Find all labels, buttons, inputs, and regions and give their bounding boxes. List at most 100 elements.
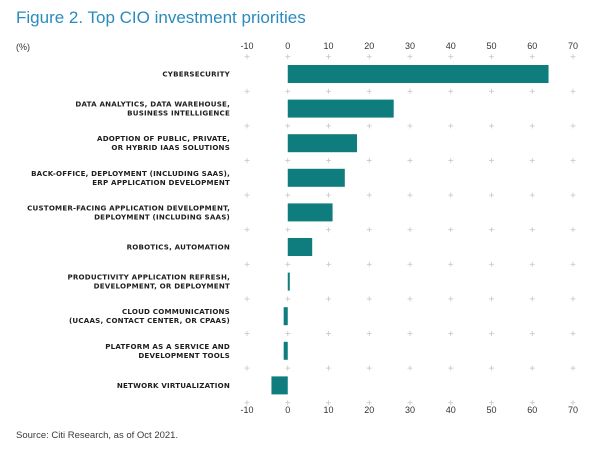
grid-plus-marker bbox=[326, 227, 331, 233]
grid-plus-marker bbox=[366, 158, 372, 163]
x-tick-label-bottom: 40 bbox=[446, 405, 456, 415]
x-tick-label-top: 70 bbox=[568, 41, 578, 51]
grid-plus-marker bbox=[326, 88, 331, 94]
grid-plus-marker bbox=[489, 296, 494, 302]
grid-plus-marker bbox=[326, 158, 331, 163]
grid-plus-marker bbox=[529, 296, 535, 302]
grid-plus-marker bbox=[407, 365, 413, 371]
grid-plus-marker bbox=[570, 123, 576, 129]
grid-plus-marker bbox=[570, 88, 576, 94]
grid-plus-marker bbox=[529, 54, 535, 60]
grid-plus-marker bbox=[366, 227, 372, 233]
grid-plus-marker bbox=[285, 88, 291, 94]
grid-plus-marker bbox=[326, 296, 331, 302]
grid-plus-marker bbox=[529, 192, 535, 198]
grid-plus-marker bbox=[244, 88, 250, 94]
grid-plus-marker bbox=[366, 331, 372, 336]
grid-plus-marker bbox=[285, 365, 291, 371]
grid-plus-marker bbox=[407, 261, 413, 267]
x-tick-label-top: -10 bbox=[240, 41, 253, 51]
bar bbox=[287, 238, 313, 256]
bar bbox=[287, 65, 549, 83]
bar bbox=[287, 203, 333, 222]
grid-plus-marker bbox=[285, 331, 291, 336]
grid-plus-marker bbox=[407, 54, 413, 60]
category-label: ROBOTICS, AUTOMATION bbox=[127, 243, 230, 252]
category-label: CLOUD COMMUNICATIONS (UCAAS, CONTACT CENT… bbox=[69, 307, 230, 325]
grid-plus-marker bbox=[366, 88, 372, 94]
x-tick-label-bottom: 20 bbox=[364, 405, 374, 415]
grid-plus-marker bbox=[489, 227, 494, 233]
category-label: CUSTOMER-FACING APPLICATION DEVELOPMENT,… bbox=[27, 203, 230, 221]
bars bbox=[271, 65, 549, 395]
x-tick-label-bottom: 30 bbox=[405, 405, 415, 415]
grid-plus-marker bbox=[326, 365, 331, 371]
grid-plus-marker bbox=[285, 123, 291, 129]
bar bbox=[287, 168, 345, 187]
grid-plus-marker bbox=[244, 227, 250, 233]
grid-plus-marker bbox=[326, 400, 331, 406]
category-label: ADOPTION OF PUBLIC, PRIVATE, OR HYBRID IA… bbox=[97, 134, 230, 152]
grid-plus-marker bbox=[244, 296, 250, 302]
grid-plus-marker bbox=[366, 261, 372, 267]
grid-plus-marker bbox=[448, 296, 454, 302]
grid-plus-marker bbox=[448, 123, 454, 129]
grid-plus-marker bbox=[244, 331, 250, 336]
grid-plus-marker bbox=[366, 365, 372, 371]
grid-plus-marker bbox=[285, 54, 291, 60]
grid-plus-marker bbox=[244, 192, 250, 198]
grid-plus-marker bbox=[448, 54, 454, 60]
grid-plus-marker bbox=[570, 331, 576, 336]
category-label: PRODUCTIVITY APPLICATION REFRESH, DEVELOP… bbox=[67, 273, 230, 291]
grid-plus-marker bbox=[448, 88, 454, 94]
category-label: PLATFORM AS A SERVICE AND DEVELOPMENT TOO… bbox=[105, 342, 230, 360]
grid-plus-marker bbox=[529, 123, 535, 129]
grid-plus-marker bbox=[366, 54, 372, 60]
grid-plus-marker bbox=[489, 261, 494, 267]
grid-plus-marker bbox=[529, 227, 535, 233]
grid-plus-marker bbox=[244, 261, 250, 267]
grid-plus-marker bbox=[529, 400, 535, 406]
grid-plus-marker bbox=[448, 192, 454, 198]
grid-plus-marker bbox=[326, 261, 331, 267]
grid-plus-marker bbox=[244, 123, 250, 129]
grid-plus-marker bbox=[489, 192, 494, 198]
grid-plus-marker bbox=[529, 158, 535, 163]
bar bbox=[287, 99, 394, 118]
bar bbox=[287, 134, 358, 153]
grid-plus-marker bbox=[326, 54, 331, 60]
grid-plus-marker bbox=[570, 158, 576, 163]
x-tick-label-top: 60 bbox=[527, 41, 537, 51]
x-tick-label-bottom: -10 bbox=[240, 405, 253, 415]
grid-plus-marker bbox=[407, 296, 413, 302]
grid-plus-marker bbox=[285, 296, 291, 302]
grid-plus-marker bbox=[407, 400, 413, 406]
x-tick-label-top: 50 bbox=[486, 41, 496, 51]
chart-title: Figure 2. Top CIO investment priorities bbox=[16, 8, 306, 27]
grid-plus-marker bbox=[326, 192, 331, 198]
grid-plus-marker bbox=[407, 158, 413, 163]
grid-plus-marker bbox=[489, 54, 494, 60]
grid-plus-marker bbox=[285, 192, 291, 198]
grid-plus-marker bbox=[326, 123, 331, 129]
grid-plus-marker bbox=[529, 365, 535, 371]
grid-plus-marker bbox=[285, 261, 291, 267]
grid-plus-marker bbox=[570, 365, 576, 371]
x-tick-label-top: 30 bbox=[405, 41, 415, 51]
grid-plus-marker bbox=[570, 296, 576, 302]
grid-plus-marker bbox=[570, 261, 576, 267]
grid-plus-marker bbox=[529, 88, 535, 94]
grid-plus-marker bbox=[448, 400, 454, 406]
grid-plus-marker bbox=[244, 54, 250, 60]
grid-plus-marker bbox=[366, 192, 372, 198]
grid-plus-marker bbox=[529, 261, 535, 267]
grid-plus-marker bbox=[570, 192, 576, 198]
grid-plus-marker bbox=[366, 123, 372, 129]
grid-plus-marker bbox=[407, 192, 413, 198]
grid-plus-marker bbox=[489, 123, 494, 129]
grid-plus-marker bbox=[570, 227, 576, 233]
x-tick-label-bottom: 50 bbox=[486, 405, 496, 415]
unit-label: (%) bbox=[16, 42, 30, 52]
grid-plus-marker bbox=[448, 158, 454, 163]
